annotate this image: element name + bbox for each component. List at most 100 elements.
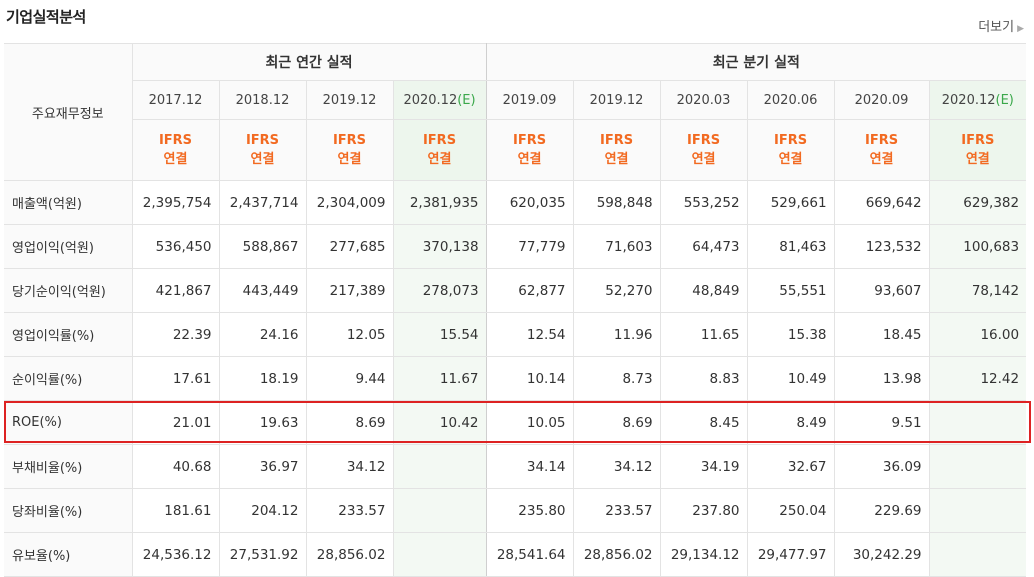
value-cell: 229.69	[833, 488, 930, 533]
value-cell: 19.63	[218, 400, 307, 445]
period-label: 2020.12	[403, 92, 458, 108]
period-header: 2018.12	[218, 80, 307, 120]
value-cell: 250.04	[746, 488, 835, 533]
basis-ifrs-label: IFRS	[686, 133, 721, 148]
value-cell: 34.19	[659, 444, 748, 489]
value-cell: 18.19	[218, 356, 307, 401]
value-cell: 36.97	[218, 444, 307, 489]
accounting-basis[interactable]: IFRS 연결	[392, 119, 487, 181]
value-cell: 17.61	[131, 356, 220, 401]
accounting-basis[interactable]: IFRS 연결	[132, 119, 220, 181]
row-label: 부채비율(%)	[4, 444, 133, 489]
more-link-label: 더보기	[978, 20, 1015, 35]
table-row: 순이익률(%) 17.61 18.19 9.44 11.67 10.14 8.73 8.83 1…	[4, 356, 1027, 401]
value-cell: 11.67	[392, 356, 487, 401]
financial-summary-table: 주요재무정보 최근 연간 실적 최근 분기 실적 2017.12 2018.12 2…	[4, 43, 1027, 577]
period-label: 2020.09	[854, 92, 909, 108]
annual-group-header: 최근 연간 실적	[131, 43, 487, 81]
value-cell: 9.51	[833, 400, 930, 445]
row-label: ROE(%)	[4, 400, 133, 445]
value-cell: 64,473	[659, 224, 748, 269]
accounting-basis[interactable]: IFRS 연결	[659, 119, 748, 181]
period-header: 2020.06	[746, 80, 835, 120]
accounting-basis[interactable]: IFRS 연결	[572, 119, 661, 181]
basis-consolidated-label: 연결	[517, 152, 542, 167]
value-cell: 34.14	[485, 444, 574, 489]
value-cell	[392, 488, 487, 533]
more-link[interactable]: 더보기 ▶	[978, 16, 1024, 35]
period-label: 2020.03	[676, 92, 731, 108]
table-row: ROE(%) 21.01 19.63 8.69 10.42 10.05 8.69 8.45 8.…	[4, 400, 1027, 445]
value-cell: 11.96	[572, 312, 661, 357]
accounting-basis[interactable]: IFRS 연결	[833, 119, 930, 181]
value-cell: 15.38	[746, 312, 835, 357]
period-label: 2019.12	[589, 92, 644, 108]
value-cell: 217,389	[305, 268, 394, 313]
basis-ifrs-label: IFRS	[422, 133, 457, 148]
basis-consolidated-label: 연결	[427, 152, 452, 167]
value-cell: 81,463	[746, 224, 835, 269]
basis-consolidated-label: 연결	[869, 152, 894, 167]
table-row: 부채비율(%) 40.68 36.97 34.12 34.14 34.12 34.19 32.…	[4, 444, 1027, 489]
row-label: 당기순이익(억원)	[4, 268, 133, 313]
value-cell	[928, 444, 1027, 489]
value-cell: 8.49	[746, 400, 835, 445]
value-cell: 93,607	[833, 268, 930, 313]
value-cell: 27,531.92	[218, 532, 307, 577]
value-cell: 34.12	[572, 444, 661, 489]
row-label: 순이익률(%)	[4, 356, 133, 401]
value-cell: 2,381,935	[392, 180, 487, 225]
value-cell: 71,603	[572, 224, 661, 269]
basis-ifrs-label: IFRS	[512, 133, 547, 148]
value-cell: 370,138	[392, 224, 487, 269]
value-cell: 10.14	[485, 356, 574, 401]
value-cell: 421,867	[131, 268, 220, 313]
basis-ifrs-label: IFRS	[158, 133, 193, 148]
value-cell: 2,304,009	[305, 180, 394, 225]
period-label: 2020.12	[941, 92, 996, 108]
period-label: 2019.12	[322, 92, 377, 108]
basis-consolidated-label: 연결	[604, 152, 629, 167]
basis-consolidated-label: 연결	[250, 152, 275, 167]
value-cell: 29,134.12	[659, 532, 748, 577]
table-row: 유보율(%) 24,536.12 27,531.92 28,856.02 28,541.…	[4, 532, 1027, 577]
period-label: 2018.12	[235, 92, 290, 108]
basis-ifrs-label: IFRS	[961, 133, 995, 148]
period-header: 2019.12	[572, 80, 661, 120]
value-cell: 181.61	[131, 488, 220, 533]
basis-ifrs-label: IFRS	[245, 133, 280, 148]
value-cell: 29,477.97	[746, 532, 835, 577]
value-cell: 529,661	[746, 180, 835, 225]
caret-right-icon: ▶	[1017, 24, 1024, 34]
value-cell: 598,848	[572, 180, 661, 225]
accounting-basis[interactable]: IFRS 연결	[928, 119, 1027, 181]
value-cell: 2,395,754	[131, 180, 220, 225]
period-header: 2017.12	[132, 80, 220, 120]
accounting-basis[interactable]: IFRS 연결	[485, 119, 574, 181]
value-cell: 12.05	[305, 312, 394, 357]
value-cell	[928, 488, 1027, 533]
period-label: 2019.09	[502, 92, 557, 108]
period-label: 2020.06	[763, 92, 818, 108]
value-cell: 16.00	[928, 312, 1027, 357]
value-cell	[392, 532, 487, 577]
estimate-marker: (E)	[995, 92, 1014, 108]
value-cell: 8.69	[305, 400, 394, 445]
accounting-basis[interactable]: IFRS 연결	[218, 119, 307, 181]
row-label: 매출액(억원)	[4, 180, 133, 225]
value-cell: 28,541.64	[485, 532, 574, 577]
value-cell: 28,856.02	[305, 532, 394, 577]
value-cell: 62,877	[485, 268, 574, 313]
value-cell: 553,252	[659, 180, 748, 225]
value-cell: 8.69	[572, 400, 661, 445]
value-cell: 36.09	[833, 444, 930, 489]
accounting-basis[interactable]: IFRS 연결	[305, 119, 394, 181]
accounting-basis[interactable]: IFRS 연결	[746, 119, 835, 181]
value-cell: 11.65	[659, 312, 748, 357]
value-cell	[392, 444, 487, 489]
table-row: 당기순이익(억원) 421,867 443,449 217,389 278,073 62,…	[4, 268, 1027, 313]
value-cell: 100,683	[928, 224, 1027, 269]
value-cell: 10.42	[392, 400, 487, 445]
value-cell: 669,642	[833, 180, 930, 225]
period-header: 2019.09	[485, 80, 574, 120]
